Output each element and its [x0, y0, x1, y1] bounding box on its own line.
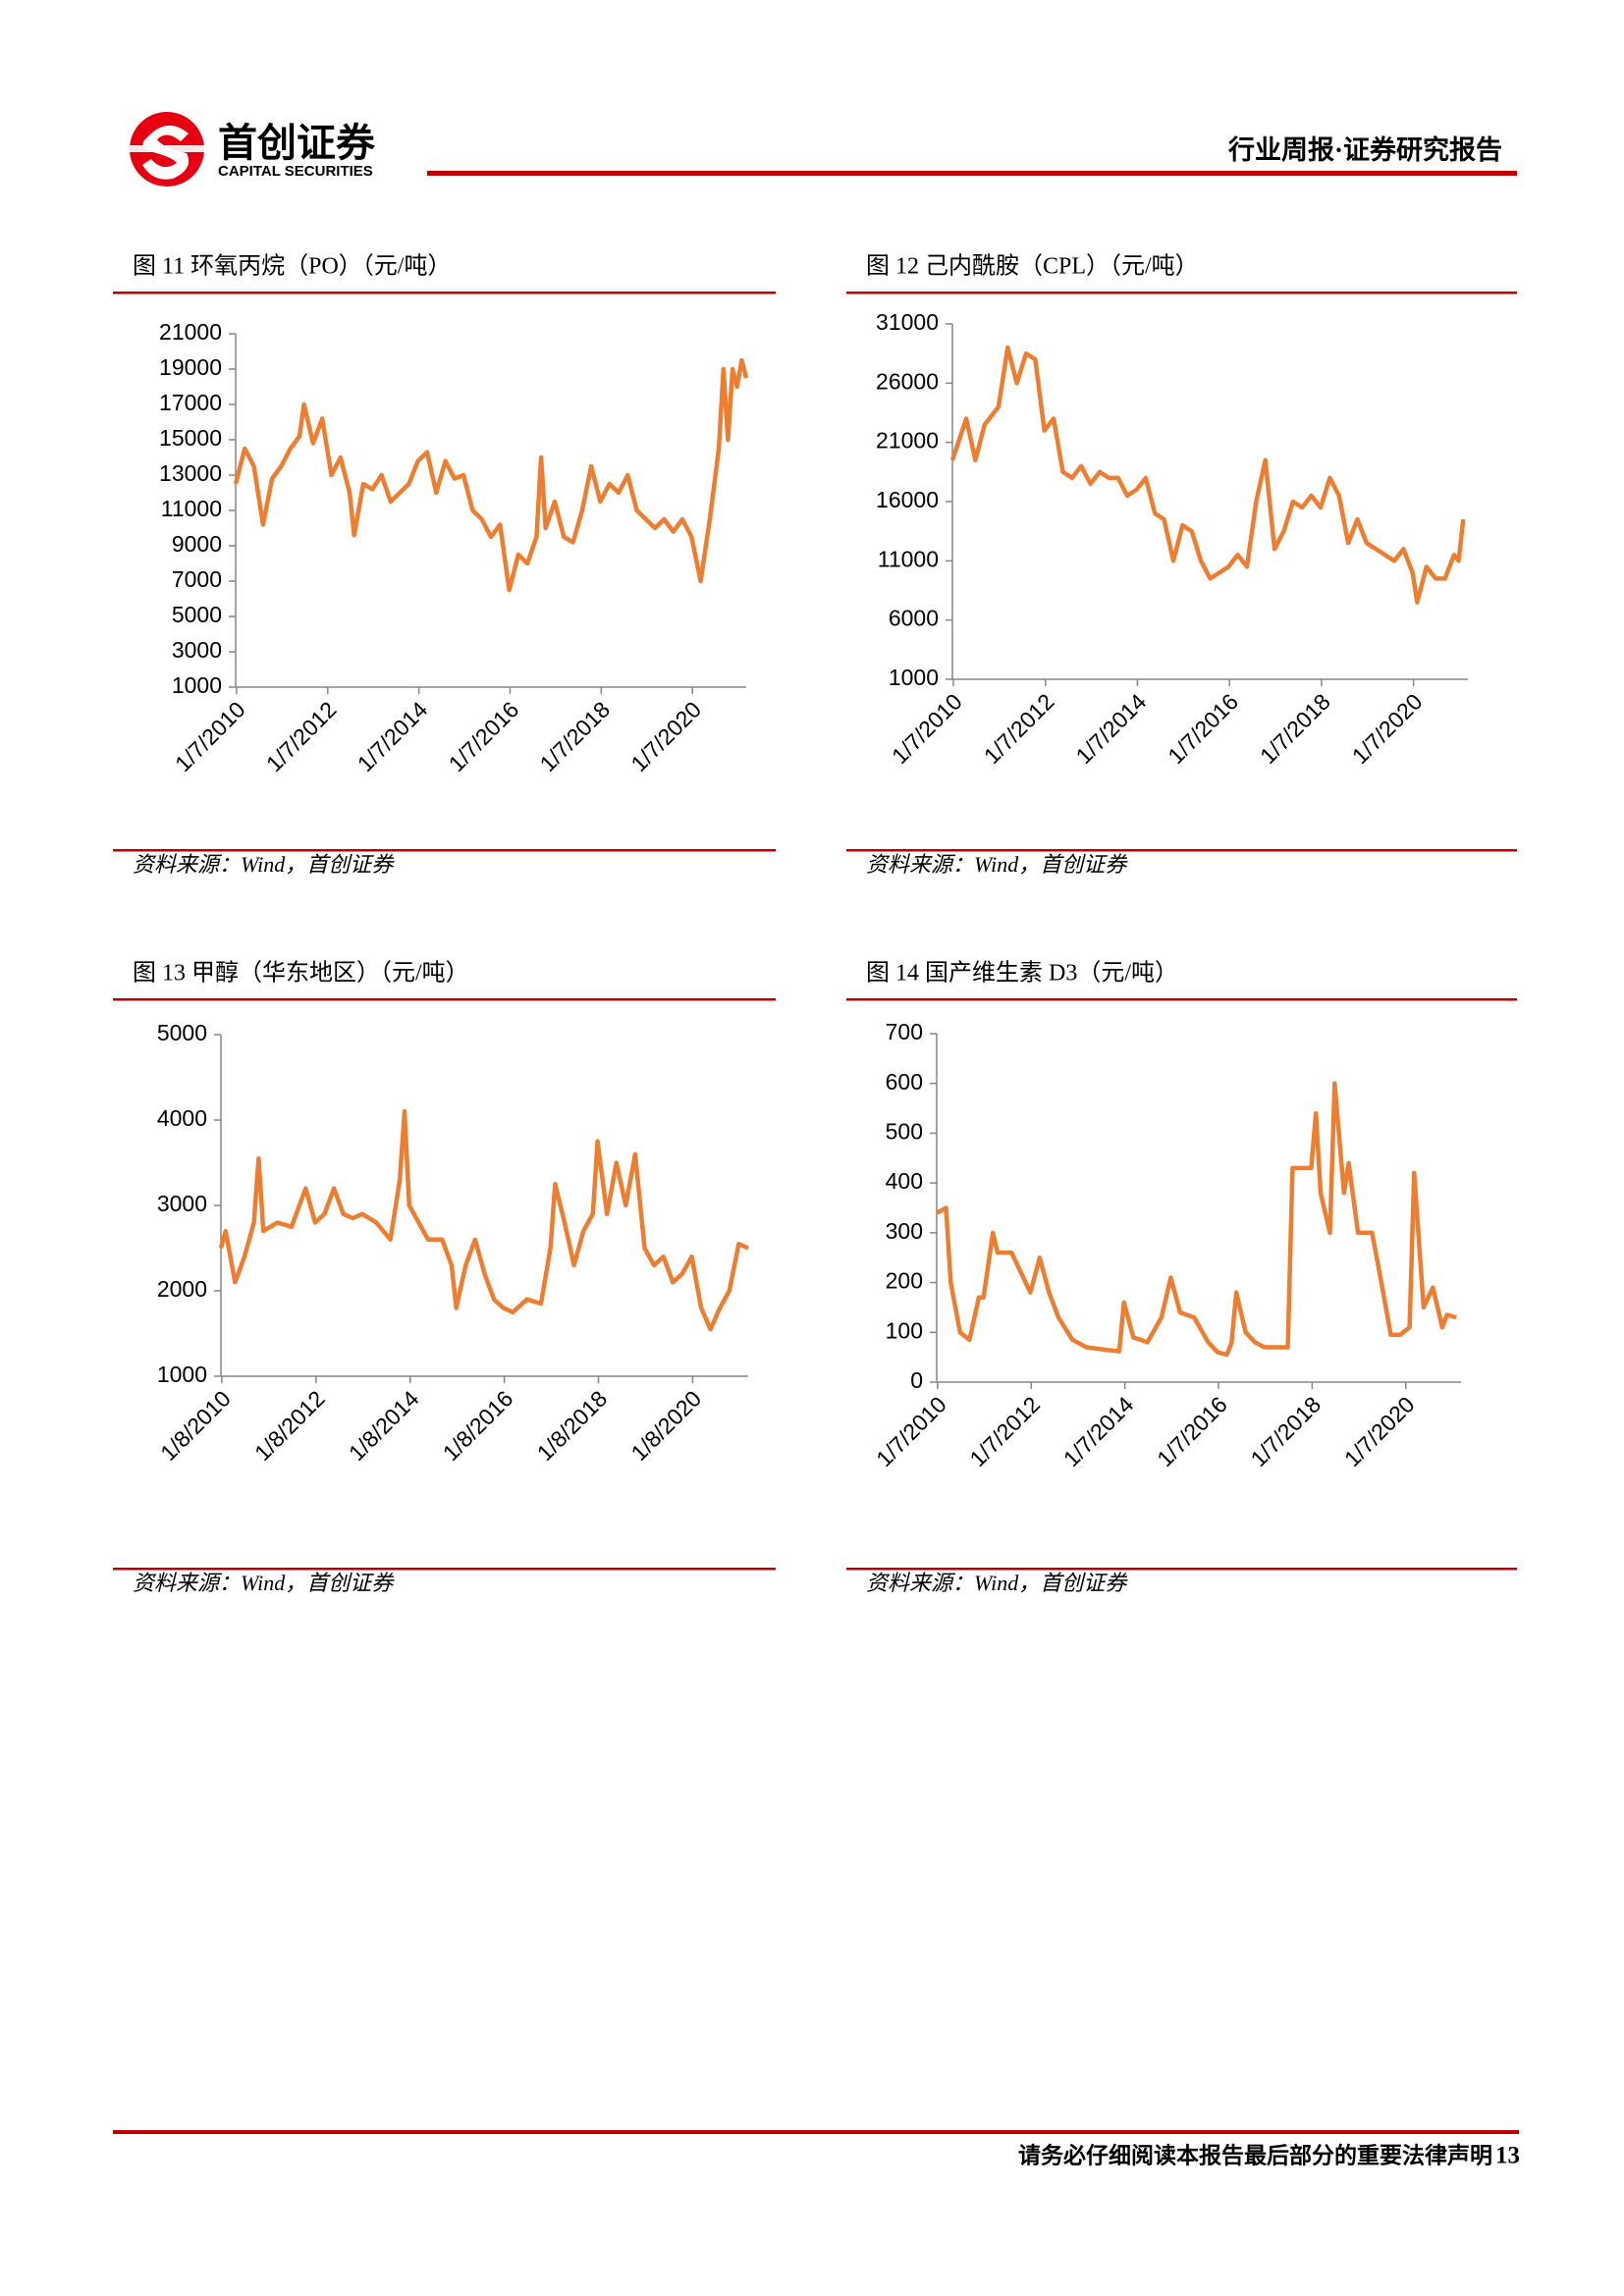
y-tick-label: 4000: [157, 1105, 207, 1131]
y-tick-label: 11000: [878, 546, 939, 571]
x-tick-label: 1/7/2018: [534, 696, 615, 776]
y-tick-label: 200: [886, 1268, 923, 1294]
y-tick-label: 31000: [876, 309, 939, 335]
x-tick-label: 1/7/2016: [1152, 1391, 1232, 1471]
x-tick-label: 1/8/2020: [626, 1385, 707, 1466]
page-number: 13: [1495, 2143, 1520, 2169]
y-tick-label: 6000: [889, 606, 939, 631]
x-tick-label: 1/8/2010: [155, 1385, 236, 1466]
x-tick-label: 1/7/2016: [444, 696, 524, 776]
title-rule: [113, 998, 776, 1001]
chart-title: 图 11 环氧丙烷（PO）（元/吨）: [133, 253, 451, 280]
x-tick-label: 1/7/2020: [1347, 688, 1428, 769]
x-tick-label: 1/7/2010: [887, 688, 967, 769]
y-tick-label: 500: [886, 1119, 923, 1145]
y-tick-label: 9000: [172, 531, 222, 557]
chart-title: 图 13 甲醇（华东地区）（元/吨）: [133, 960, 469, 987]
y-tick-label: 700: [886, 1019, 923, 1044]
x-tick-label: 1/7/2018: [1255, 688, 1335, 769]
x-tick-label: 1/8/2016: [438, 1385, 518, 1466]
y-tick-label: 1000: [172, 672, 222, 698]
x-tick-label: 1/8/2018: [532, 1385, 613, 1466]
x-tick-label: 1/7/2012: [261, 696, 342, 776]
x-tick-label: 1/7/2020: [625, 696, 706, 776]
y-tick-label: 16000: [876, 487, 939, 512]
title-rule: [113, 292, 776, 294]
y-tick-label: 3000: [157, 1191, 207, 1216]
y-tick-label: 5000: [157, 1020, 207, 1045]
source-rule: [113, 849, 776, 852]
x-tick-label: 1/7/2014: [352, 696, 433, 776]
x-tick-label: 1/7/2014: [1071, 688, 1152, 769]
x-tick-label: 1/8/2012: [249, 1385, 330, 1466]
y-tick-label: 0: [910, 1367, 923, 1393]
footer-rule: [113, 2130, 1519, 2134]
y-tick-label: 19000: [159, 354, 222, 380]
source-rule: [846, 1568, 1517, 1571]
chart-title: 图 12 己内酰胺（CPL）（元/吨）: [866, 253, 1199, 280]
y-tick-label: 400: [886, 1168, 923, 1194]
y-tick-label: 21000: [159, 319, 222, 345]
chart-source: 资料来源：Wind，首创证券: [866, 852, 1128, 877]
chart-source: 资料来源：Wind，首创证券: [133, 852, 395, 877]
x-tick-label: 1/7/2016: [1163, 688, 1243, 769]
chart-source: 资料来源：Wind，首创证券: [133, 1571, 395, 1595]
y-tick-label: 600: [886, 1069, 923, 1095]
logo-bar: [126, 145, 208, 152]
y-tick-label: 2000: [157, 1276, 207, 1302]
footer-disclaimer: 请务必仔细阅读本报告最后部分的重要法律声明: [1018, 2142, 1492, 2167]
y-tick-label: 26000: [876, 368, 939, 394]
price-line: [233, 357, 749, 593]
y-tick-label: 11000: [161, 496, 222, 521]
y-tick-label: 5000: [172, 602, 222, 627]
logo-cn: 首创证券: [218, 121, 376, 166]
title-rule: [846, 292, 1517, 294]
logo-s: [142, 125, 189, 180]
x-tick-label: 1/7/2014: [1058, 1391, 1139, 1471]
source-rule: [113, 1568, 776, 1571]
y-tick-label: 100: [886, 1317, 923, 1343]
price-line: [935, 1081, 1457, 1358]
x-tick-label: 1/7/2012: [964, 1391, 1045, 1471]
x-tick-label: 1/7/2020: [1339, 1391, 1420, 1471]
price-line: [949, 345, 1466, 605]
header-rule: [427, 171, 1517, 176]
y-tick-label: 1000: [889, 665, 939, 690]
price-line: [218, 1109, 749, 1332]
logo-en: CAPITAL SECURITIES: [218, 163, 373, 180]
y-tick-label: 13000: [159, 460, 222, 486]
chart-title: 图 14 国产维生素 D3（元/吨）: [866, 960, 1178, 987]
y-tick-label: 7000: [172, 566, 222, 592]
x-tick-label: 1/8/2014: [344, 1385, 424, 1466]
report-type: 行业周报·证券研究报告: [1227, 134, 1502, 165]
y-tick-label: 21000: [876, 428, 939, 454]
chart-source: 资料来源：Wind，首创证券: [866, 1571, 1128, 1595]
y-tick-label: 3000: [172, 637, 222, 663]
title-rule: [846, 998, 1517, 1001]
x-tick-label: 1/7/2012: [979, 688, 1059, 769]
y-tick-label: 15000: [159, 425, 222, 451]
y-tick-label: 300: [886, 1218, 923, 1244]
y-tick-label: 17000: [159, 390, 222, 415]
source-rule: [846, 849, 1517, 852]
x-tick-label: 1/7/2010: [871, 1391, 951, 1471]
x-tick-label: 1/7/2018: [1246, 1391, 1326, 1471]
x-tick-label: 1/7/2010: [170, 696, 250, 776]
y-tick-label: 1000: [157, 1362, 207, 1387]
